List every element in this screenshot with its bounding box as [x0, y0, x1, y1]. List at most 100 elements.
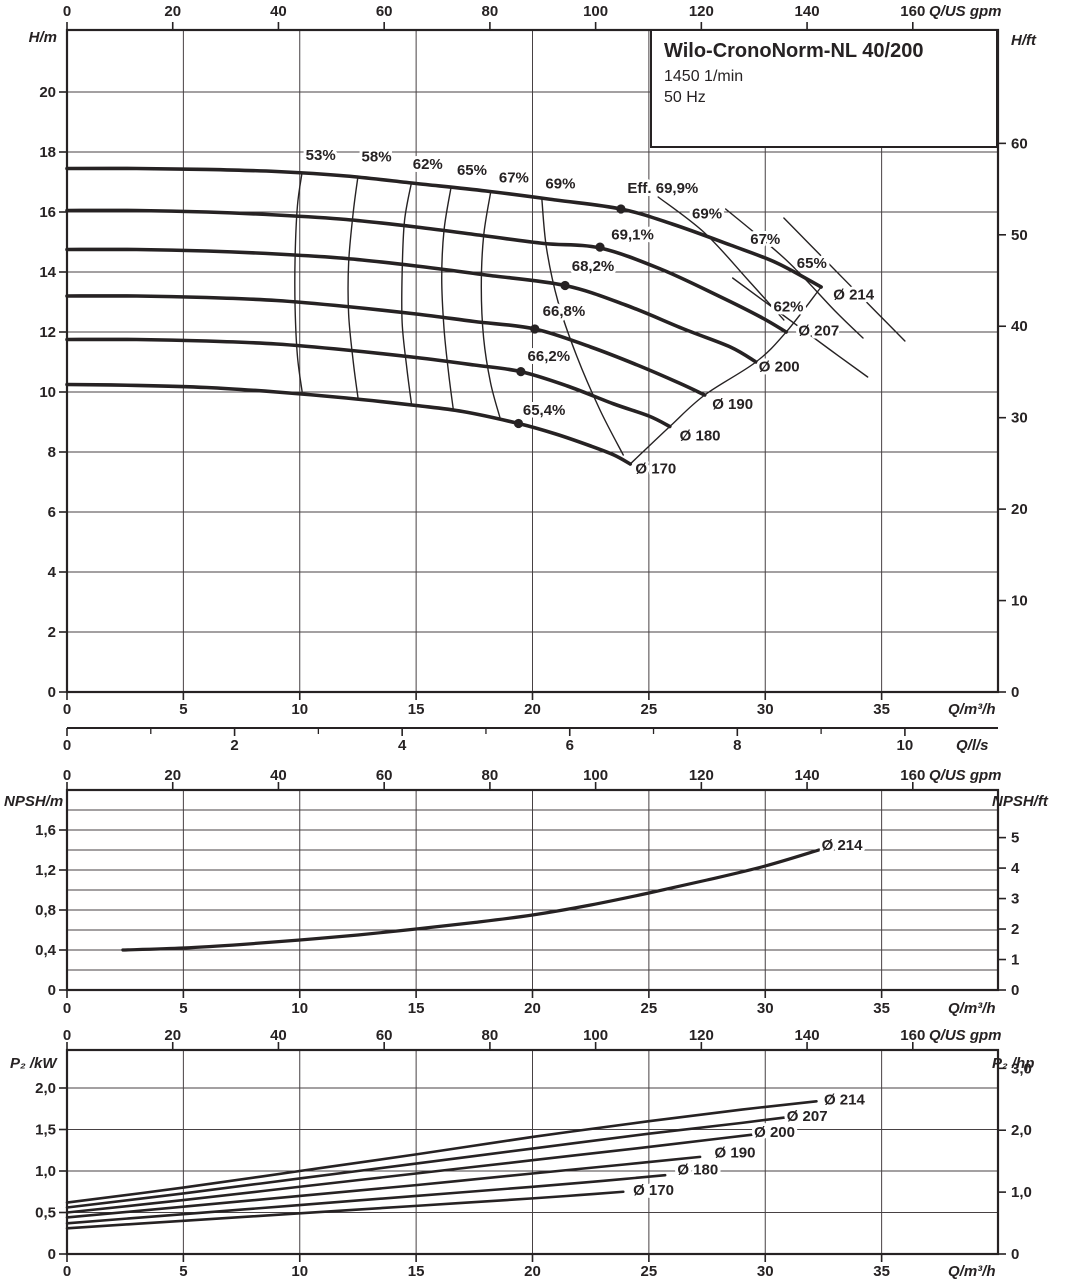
npsh-chart-ytick-right-4: 4 — [1011, 860, 1020, 877]
head-chart-ytick-18: 18 — [39, 144, 56, 161]
npsh-chart-ytick-0: 0 — [48, 982, 56, 999]
npsh-chart-curve-214 — [121, 848, 821, 952]
head-chart-curve-eff-62-left — [401, 181, 413, 405]
q-usgpm-top-tick-40: 40 — [270, 3, 287, 20]
head-chart-ytick-12: 12 — [39, 324, 56, 341]
label-200: Ø 200 — [759, 359, 800, 376]
power-chart-ytick-right-0: 0 — [1011, 1246, 1019, 1263]
power-chart-ytick-2-0: 2,0 — [35, 1080, 56, 1097]
q-ls-tick-6: 6 — [566, 737, 574, 754]
q-usgpm-top-tick-120: 120 — [689, 3, 714, 20]
pump-speed: 1450 1/min — [664, 68, 744, 85]
label-207: Ø 207 — [787, 1108, 828, 1125]
head-chart-curve-eff-65-left — [441, 186, 455, 411]
power-chart-ytick-0-5: 0,5 — [35, 1205, 56, 1222]
axis-strip-q-ls: 0 2 4 6 8 10 Q/l/s — [63, 727, 998, 754]
q-usgpm-npsh-tick-80: 80 — [482, 767, 499, 784]
q-usgpm-p2-tick-0: 0 — [63, 1027, 71, 1044]
axis-strip-q-m3h-1: 0 5 10 15 20 25 30 35 Q/m³/h — [63, 692, 996, 718]
axis-strip-q-m3h-2: 0 5 10 15 20 25 30 35 Q/m³/h — [63, 990, 996, 1017]
power-chart-y-axis-label: P₂ /kW — [10, 1055, 58, 1072]
label-180: Ø 180 — [680, 428, 721, 445]
q-m3h-2-tick-25: 25 — [641, 1000, 658, 1017]
label-69%: 69% — [545, 176, 575, 193]
q-m3h-3-tick-35: 35 — [873, 1263, 890, 1280]
q-usgpm-p2-tick-20: 20 — [164, 1027, 181, 1044]
q-m3h-2-tick-5: 5 — [179, 1000, 187, 1017]
pump-frequency: 50 Hz — [664, 89, 706, 106]
q-ls-tick-10: 10 — [897, 737, 914, 754]
power-chart-grid — [67, 1050, 998, 1254]
head-chart-ytick-right-10: 10 — [1011, 593, 1028, 610]
label-58%: 58% — [362, 149, 392, 166]
q-usgpm-p2-tick-120: 120 — [689, 1027, 714, 1044]
head-chart-curve-eff-69-left — [541, 197, 624, 456]
q-ls-unit: Q/l/s — [956, 737, 989, 754]
axis-strip-q-usgpm-p2: 0 20 40 60 80 100 120 140 160 Q/US gpm — [63, 1027, 1002, 1050]
q-ls-tick-8: 8 — [733, 737, 741, 754]
label-67%: 67% — [499, 170, 529, 187]
head-chart-curve-eff-62-right — [731, 277, 869, 378]
bep-dot — [595, 242, 605, 252]
label-214: Ø 214 — [833, 287, 875, 304]
power-chart-curve-190 — [65, 1155, 702, 1219]
q-ls-tick-4: 4 — [398, 737, 407, 754]
q-usgpm-top-tick-160: 160 — [900, 3, 925, 20]
label-65%: 65% — [797, 255, 827, 272]
power-chart-curve-214 — [65, 1099, 818, 1204]
q-m3h-3-tick-20: 20 — [524, 1263, 541, 1280]
head-chart-ytick-0: 0 — [48, 684, 56, 701]
power-chart-y-axis-label-right: P₂ /hp — [992, 1055, 1034, 1072]
head-chart-curve-eff-53-left — [294, 171, 303, 393]
q-m3h-1-tick-10: 10 — [291, 701, 308, 718]
label-62%: 62% — [774, 299, 804, 316]
npsh-chart-ytick-0-8: 0,8 — [35, 902, 56, 919]
q-m3h-2-tick-15: 15 — [408, 1000, 425, 1017]
q-m3h-1-tick-25: 25 — [641, 701, 658, 718]
head-chart-ytick-2: 2 — [48, 624, 56, 641]
q-m3h-3-tick-0: 0 — [63, 1263, 71, 1280]
label-190: Ø 190 — [715, 1145, 756, 1162]
q-usgpm-p2-unit: Q/US gpm — [929, 1027, 1002, 1044]
q-usgpm-npsh-tick-120: 120 — [689, 767, 714, 784]
label-66-2%: 66,2% — [528, 348, 571, 365]
head-chart: 0 2 4 6 8 10 12 14 16 18 20 0 10 20 30 40 50 60 H/m H/ft 53%… — [29, 28, 1037, 701]
pump-model: Wilo-CronoNorm-NL 40/200 — [664, 40, 924, 62]
q-usgpm-npsh-tick-100: 100 — [583, 767, 608, 784]
npsh-chart-ytick-right-1: 1 — [1011, 952, 1019, 969]
q-m3h-2-unit: Q/m³/h — [948, 1000, 996, 1017]
label-190: Ø 190 — [712, 396, 753, 413]
head-chart-curve-207 — [65, 208, 788, 334]
q-m3h-1-tick-15: 15 — [408, 701, 425, 718]
q-usgpm-npsh-tick-140: 140 — [795, 767, 820, 784]
head-chart-ytick-20: 20 — [39, 84, 56, 101]
q-m3h-3-tick-10: 10 — [291, 1263, 308, 1280]
q-ls-tick-0: 0 — [63, 737, 71, 754]
q-m3h-2-tick-30: 30 — [757, 1000, 774, 1017]
head-chart-ytick-8: 8 — [48, 444, 56, 461]
q-usgpm-npsh-tick-160: 160 — [900, 767, 925, 784]
head-chart-curve-eff-69-right — [657, 196, 785, 321]
q-m3h-2-tick-0: 0 — [63, 1000, 71, 1017]
head-chart-y-axis-label-right: H/ft — [1011, 32, 1037, 49]
power-chart-curve-200 — [65, 1132, 762, 1214]
q-m3h-3-tick-25: 25 — [641, 1263, 658, 1280]
label-eff-69-9%: Eff. 69,9% — [627, 180, 698, 197]
label-200: Ø 200 — [754, 1124, 795, 1141]
q-usgpm-top-tick-20: 20 — [164, 3, 181, 20]
head-chart-curve-eff-65-right — [783, 217, 906, 342]
npsh-chart-y-axis-label-right: NPSH/ft — [992, 793, 1049, 810]
q-usgpm-p2-tick-100: 100 — [583, 1027, 608, 1044]
bep-dot — [513, 418, 524, 429]
head-chart-ytick-right-30: 30 — [1011, 410, 1028, 427]
head-chart-curve-180 — [65, 337, 672, 429]
npsh-chart: 0 0,4 0,8 1,2 1,6 0 1 2 3 4 5 NPSH/m NPSH/ft Ø 214 — [4, 788, 1049, 999]
label-170: Ø 170 — [635, 461, 676, 478]
head-chart-curve-eff-58-left — [347, 175, 359, 399]
power-chart-ytick-1-0: 1,0 — [35, 1163, 56, 1180]
q-usgpm-npsh-tick-0: 0 — [63, 767, 71, 784]
head-chart-ytick-right-20: 20 — [1011, 501, 1028, 518]
q-usgpm-top-tick-140: 140 — [795, 3, 820, 20]
